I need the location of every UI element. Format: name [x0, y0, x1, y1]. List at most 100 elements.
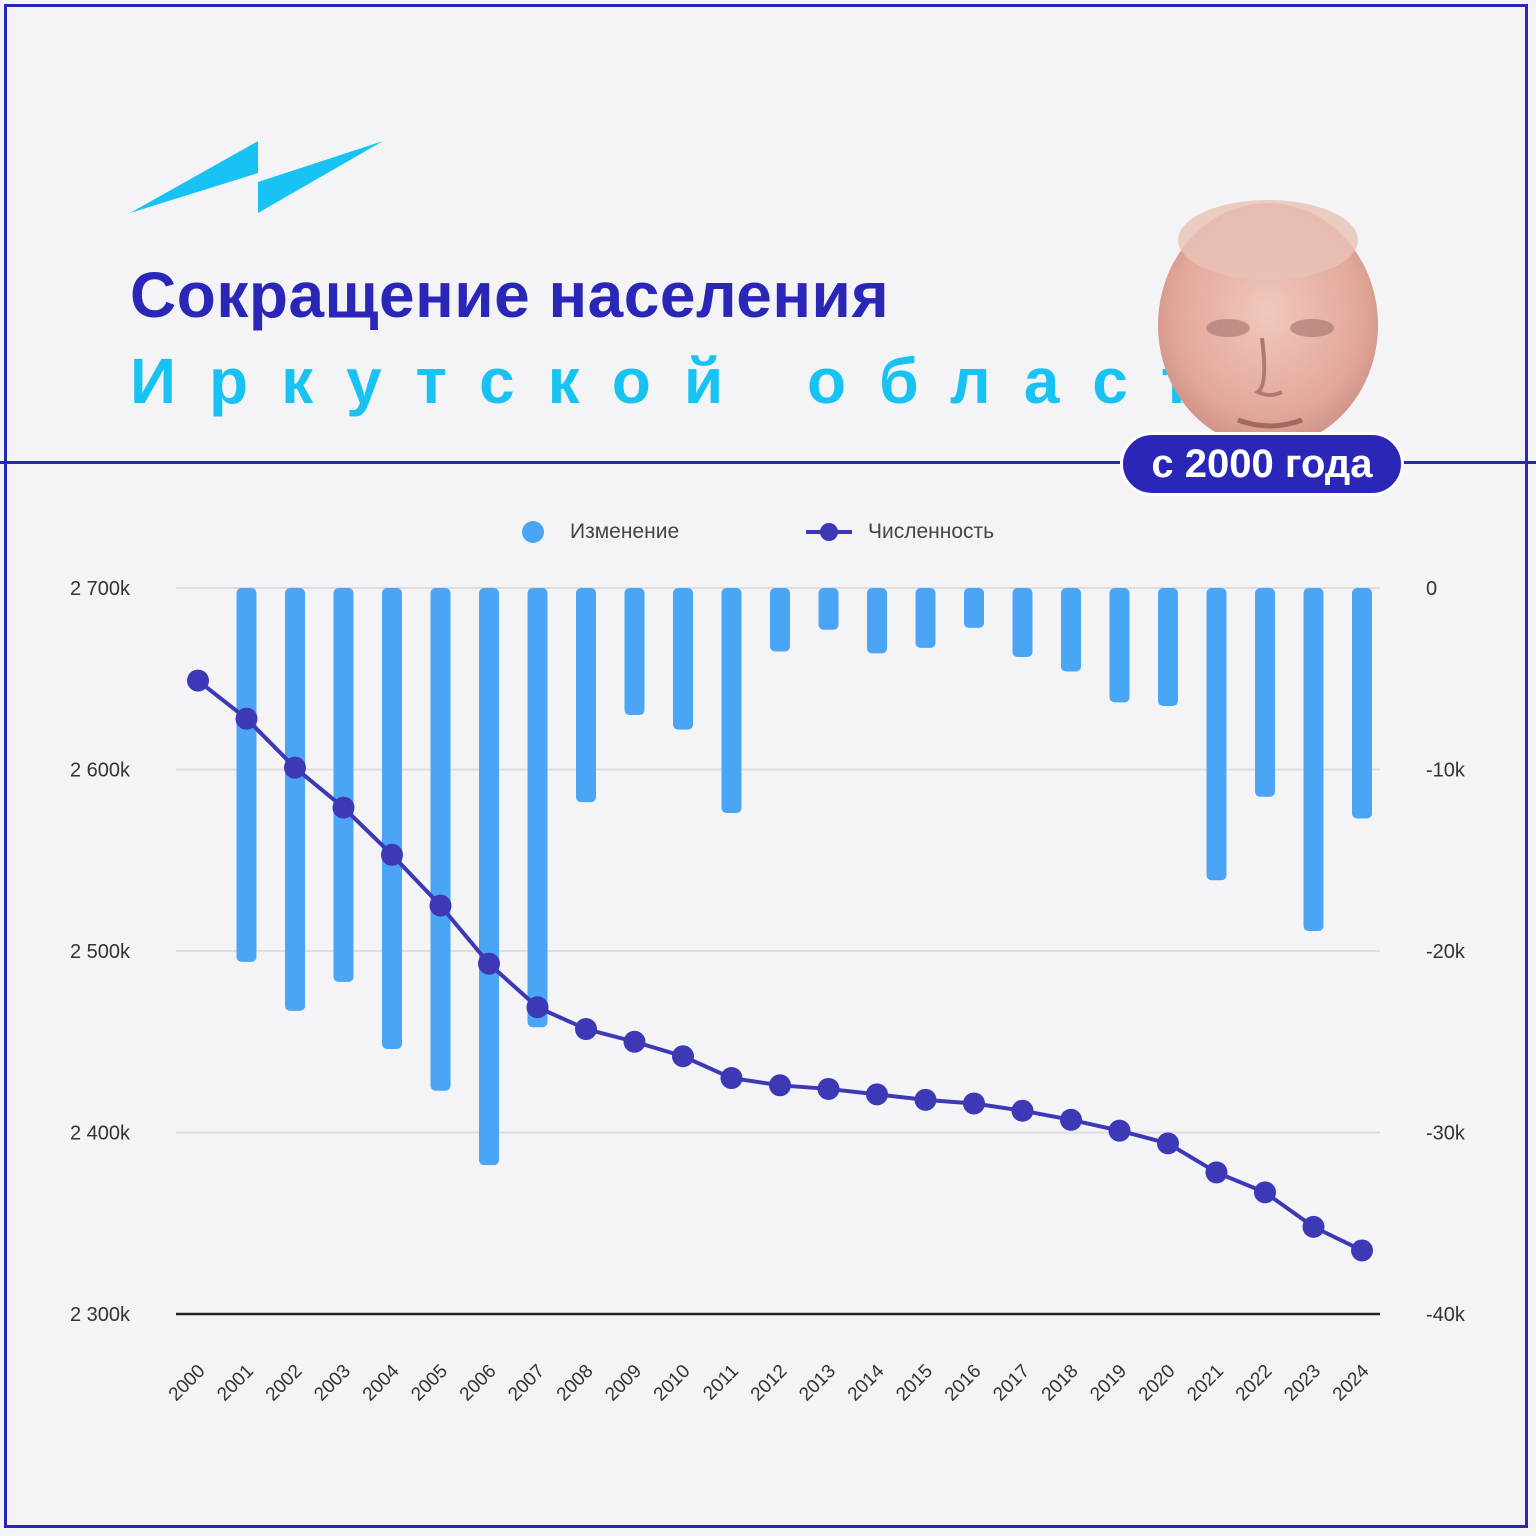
population-point-2007: [526, 996, 549, 1019]
bar-change-2009: [624, 588, 645, 716]
population-point-2001: [235, 707, 258, 730]
x-tick-label: 2013: [795, 1361, 840, 1406]
population-point-2009: [623, 1030, 646, 1053]
x-tick-label: 2001: [213, 1361, 258, 1406]
legend-label-population: Численность: [868, 520, 995, 543]
legend-line-swatch: [806, 523, 852, 541]
y-right-tick-label: -30k: [1426, 1123, 1466, 1145]
y-left-tick-label: 2 500k: [70, 941, 131, 963]
legend-item-population: Численность: [806, 520, 994, 544]
population-point-2015: [914, 1088, 937, 1111]
population-point-2013: [817, 1077, 840, 1100]
x-tick-label: 2007: [504, 1361, 549, 1406]
bar-change-2014: [867, 588, 887, 654]
population-line: [196, 678, 1363, 1253]
x-tick-label: 2011: [699, 1361, 743, 1405]
population-point-2014: [866, 1083, 888, 1106]
bar-change-2015: [915, 588, 936, 648]
bar-change-2022: [1255, 588, 1275, 797]
x-tick-label: 2005: [407, 1361, 452, 1406]
legend-label-change: Изменение: [570, 520, 680, 543]
population-point-2005: [429, 894, 452, 917]
x-tick-label: 2016: [941, 1361, 986, 1406]
bar-change-2004: [382, 588, 402, 1050]
x-tick-label: 2015: [892, 1361, 937, 1406]
y-left-tick-label: 2 400k: [70, 1123, 131, 1145]
bar-change-2018: [1061, 588, 1081, 672]
population-point-2006: [478, 952, 500, 975]
population-point-2022: [1254, 1181, 1276, 1204]
bar-change-2013: [818, 588, 839, 630]
population-point-2021: [1205, 1161, 1228, 1184]
title-line-1: Сокращение населения: [130, 259, 890, 331]
bar-change-2010: [673, 588, 693, 730]
title-line-2: Иркутской области: [130, 345, 1298, 417]
x-tick-label: 2008: [553, 1361, 598, 1406]
bar-change-2011: [721, 588, 742, 814]
y-right-tick-label: -20k: [1426, 941, 1466, 963]
chart-legend: Изменение Численность: [0, 520, 1536, 556]
bar-change-2024: [1352, 588, 1372, 819]
x-tick-label: 2014: [844, 1360, 889, 1405]
y-left-tick-label: 2 700k: [70, 578, 131, 600]
y-right-tick-label: 0: [1426, 578, 1437, 600]
x-tick-label: 2017: [989, 1361, 1034, 1406]
population-point-2020: [1157, 1132, 1179, 1155]
bar-change-2023: [1303, 588, 1324, 932]
x-tick-label: 2003: [310, 1361, 355, 1406]
x-tick-label: 2019: [1086, 1361, 1131, 1406]
y-left-tick-label: 2 300k: [70, 1304, 131, 1326]
x-tick-label: 2000: [165, 1361, 210, 1406]
y-right-tick-label: -40k: [1426, 1304, 1466, 1326]
period-badge: с 2000 года: [1120, 432, 1404, 496]
population-point-2019: [1108, 1119, 1131, 1142]
bar-change-2008: [576, 588, 596, 803]
bar-change-2006: [479, 588, 499, 1166]
y-left-tick-label: 2 600k: [70, 760, 131, 782]
x-tick-label: 2021: [1183, 1361, 1228, 1406]
x-tick-label: 2023: [1280, 1361, 1325, 1406]
population-point-2018: [1060, 1108, 1082, 1131]
bar-change-2007: [527, 588, 548, 1028]
lightning-logo-icon: [130, 141, 383, 213]
x-tick-label: 2006: [456, 1361, 501, 1406]
bar-change-2016: [964, 588, 984, 628]
bar-change-2020: [1158, 588, 1178, 706]
x-tick-label: 2010: [650, 1361, 695, 1406]
bar-change-2019: [1109, 588, 1130, 703]
x-tick-label: 2012: [747, 1361, 792, 1406]
x-tick-label: 2009: [601, 1361, 646, 1406]
x-tick-label: 2002: [262, 1361, 307, 1406]
legend-bar-swatch: [522, 521, 544, 543]
bar-change-2017: [1012, 588, 1033, 657]
population-point-2000: [187, 669, 209, 692]
population-point-2012: [769, 1074, 791, 1097]
bar-change-2002: [285, 588, 305, 1011]
bar-change-2005: [430, 588, 451, 1091]
population-point-2008: [575, 1018, 597, 1041]
population-point-2010: [672, 1045, 694, 1068]
outer-frame: [4, 4, 1528, 1528]
bar-change-2021: [1206, 588, 1227, 881]
y-right-tick-label: -10k: [1426, 760, 1466, 782]
population-point-2002: [284, 756, 306, 779]
bar-change-2003: [333, 588, 354, 982]
bar-change-2001: [236, 588, 257, 962]
population-point-2023: [1302, 1215, 1325, 1238]
population-point-2016: [963, 1092, 985, 1115]
population-point-2004: [381, 843, 403, 866]
population-point-2011: [720, 1067, 743, 1090]
population-point-2017: [1011, 1099, 1034, 1122]
population-point-2003: [332, 796, 355, 819]
x-tick-label: 2022: [1232, 1361, 1277, 1406]
x-tick-label: 2004: [359, 1360, 404, 1405]
x-tick-label: 2018: [1038, 1361, 1083, 1406]
bar-change-2012: [770, 588, 790, 652]
header-divider: [0, 461, 1536, 464]
population-point-2024: [1351, 1239, 1373, 1262]
portrait-photo: [1158, 200, 1378, 447]
x-tick-label: 2020: [1135, 1361, 1180, 1406]
x-tick-label: 2024: [1329, 1360, 1374, 1405]
legend-item-change: Изменение: [522, 520, 679, 544]
